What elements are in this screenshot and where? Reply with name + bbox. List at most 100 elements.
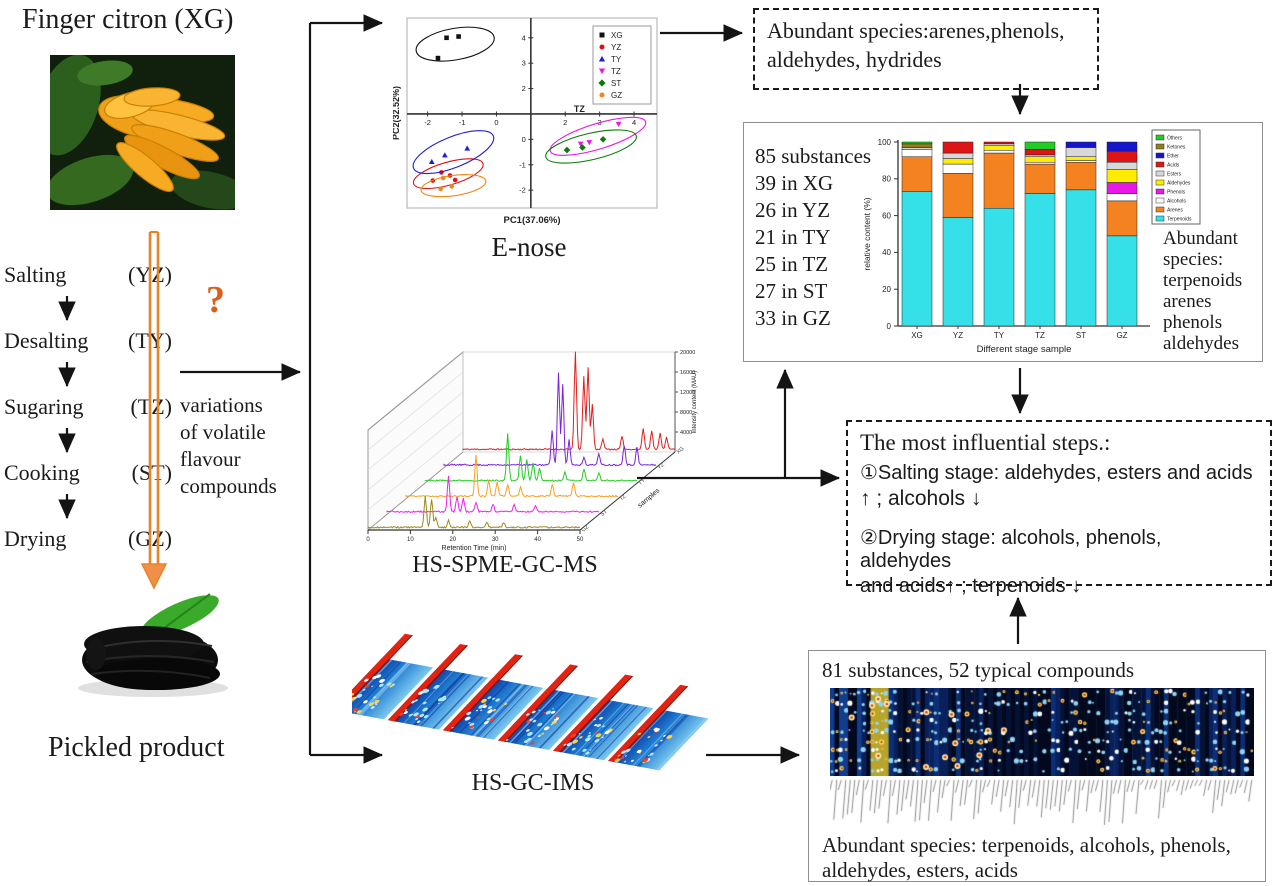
- svg-text:Alcohols: Alcohols: [1167, 199, 1186, 205]
- finger-citron-image: [50, 55, 235, 210]
- svg-text:2: 2: [522, 84, 526, 93]
- abundant-line: Abundant species: terpenoids, alcohols, …: [822, 833, 1231, 857]
- svg-text:samples: samples: [637, 487, 662, 509]
- influential-item2-line2: and acids↑ ; terpenoids ↓: [860, 575, 1082, 597]
- step-label: Sugaring: [4, 394, 84, 419]
- svg-text:30: 30: [492, 537, 499, 543]
- svg-text:100: 100: [878, 138, 892, 147]
- abundant-line: Abundant: [1163, 228, 1238, 249]
- svg-text:Ether: Ether: [1167, 154, 1179, 160]
- svg-text:8000: 8000: [680, 410, 692, 416]
- svg-text:Terpenoids: Terpenoids: [1167, 217, 1192, 223]
- svg-text:Intensity content (MAU): Intensity content (MAU): [692, 371, 698, 434]
- svg-text:Esters: Esters: [1167, 172, 1182, 178]
- svg-text:Others: Others: [1167, 136, 1183, 142]
- step-code: (TZ): [130, 394, 172, 419]
- enose-pca-plot: -2 -1 0 2 3 44320-1-2TZXGYZTYTZSTGZPC2(32.52%…: [393, 17, 658, 226]
- svg-text:4: 4: [522, 33, 526, 42]
- stat-line: 39 in XG: [755, 171, 834, 195]
- pickled-product-image: [78, 593, 228, 697]
- svg-text:20000: 20000: [680, 350, 695, 356]
- product-label: Pickled product: [48, 732, 225, 763]
- svg-text:20: 20: [882, 285, 891, 294]
- influential-item1-line1: ①Salting stage: aldehydes, esters and ac…: [860, 462, 1253, 484]
- svg-text:TY: TY: [638, 478, 647, 487]
- ims-fingerprint-heatmap: [830, 688, 1254, 776]
- svg-text:10: 10: [407, 537, 414, 543]
- svg-text:20: 20: [449, 537, 456, 543]
- svg-text:Acids: Acids: [1167, 163, 1180, 169]
- svg-text:Retention Time (min): Retention Time (min): [442, 545, 507, 552]
- svg-text:XG: XG: [911, 331, 923, 340]
- step-drying: Drying (GZ): [4, 526, 172, 552]
- svg-text:relative content (%): relative content (%): [862, 197, 872, 270]
- step-label: Desalting: [4, 328, 89, 353]
- step-code: (TY): [128, 328, 172, 353]
- svg-text:Different stage sample: Different stage sample: [977, 344, 1072, 355]
- step-code: (YZ): [128, 262, 172, 287]
- svg-text:ST: ST: [600, 509, 610, 518]
- svg-text:ST: ST: [1076, 331, 1086, 340]
- stat-line: 26 in YZ: [755, 198, 831, 222]
- svg-text:40: 40: [534, 537, 541, 543]
- svg-text:80: 80: [882, 175, 891, 184]
- influential-item2-line1: ②Drying stage: alcohols, phenols, aldehy…: [860, 527, 1162, 572]
- step-desalting: Desalting (TY): [4, 328, 172, 354]
- svg-text:YZ: YZ: [611, 43, 621, 52]
- svg-text:XG: XG: [676, 446, 686, 456]
- figure-title: Finger citron (XG): [22, 4, 234, 35]
- stat-line: 33 in GZ: [755, 306, 831, 330]
- enose-result-line1: Abundant species:arenes,phenols,: [767, 18, 1065, 43]
- svg-text:GZ: GZ: [581, 524, 591, 534]
- svg-text:Arenes: Arenes: [1167, 208, 1183, 214]
- enose-result-box: Abundant species:arenes,phenols, aldehyd…: [753, 8, 1099, 90]
- svg-text:50: 50: [577, 537, 584, 543]
- svg-text:TY: TY: [994, 331, 1005, 340]
- svg-text:Ketones: Ketones: [1167, 145, 1186, 151]
- variations-line: compounds: [180, 474, 277, 498]
- step-sugaring: Sugaring (TZ): [4, 394, 172, 420]
- svg-text:4000: 4000: [680, 430, 692, 436]
- ims-compound-labels: [830, 779, 1254, 831]
- step-label: Drying: [4, 526, 67, 551]
- svg-text:0: 0: [887, 322, 892, 331]
- svg-text:0: 0: [366, 537, 370, 543]
- svg-text:TZ: TZ: [1035, 331, 1045, 340]
- step-code: (ST): [131, 460, 172, 485]
- svg-text:4: 4: [632, 118, 636, 127]
- variations-line: variations: [180, 393, 263, 417]
- svg-text:TZ: TZ: [574, 104, 585, 114]
- svg-text:PC1(37.06%): PC1(37.06%): [503, 215, 560, 226]
- stat-line: 21 in TY: [755, 225, 831, 249]
- abundant-line: phenols: [1163, 312, 1223, 333]
- svg-text:60: 60: [882, 211, 891, 220]
- svg-text:-1: -1: [519, 160, 526, 169]
- svg-text:40: 40: [882, 248, 891, 257]
- influential-title: The most influential steps.:: [860, 430, 1111, 455]
- ims-panel-title: 81 substances, 52 typical compounds: [822, 658, 1135, 682]
- svg-text:0: 0: [522, 135, 526, 144]
- stat-line: 25 in TZ: [755, 252, 829, 276]
- abundant-line: aldehydes: [1163, 333, 1239, 354]
- svg-text:-2: -2: [519, 186, 526, 195]
- stat-line: 85 substances: [755, 144, 872, 168]
- substance-counts: 85 substances 39 in XG 26 in YZ 21 in TY…: [755, 143, 871, 332]
- svg-text:TY: TY: [611, 55, 622, 64]
- svg-text:-2: -2: [424, 118, 431, 127]
- step-label: Cooking: [4, 460, 80, 485]
- svg-text:12000: 12000: [680, 390, 695, 396]
- stat-line: 27 in ST: [755, 279, 828, 303]
- variations-note: variations of volatile flavour compounds: [180, 392, 277, 500]
- step-label: Salting: [4, 262, 67, 287]
- svg-text:Aldehydes: Aldehydes: [1167, 181, 1191, 187]
- svg-text:2: 2: [563, 118, 567, 127]
- ims-abundant-species: Abundant species: terpenoids, alcohols, …: [822, 833, 1231, 883]
- svg-text:Phenols: Phenols: [1167, 190, 1186, 196]
- gcms-waterfall-plot: 0 10 20 30 40 50 Retention Time (min) 4000 8000 1…: [366, 350, 698, 552]
- abundant-line: arenes: [1163, 291, 1212, 312]
- svg-text:ST: ST: [611, 79, 621, 88]
- abundant-line: terpenoids: [1163, 270, 1243, 291]
- abundant-line: aldehydes, esters, acids: [822, 858, 1018, 882]
- step-cooking: Cooking (ST): [4, 460, 172, 486]
